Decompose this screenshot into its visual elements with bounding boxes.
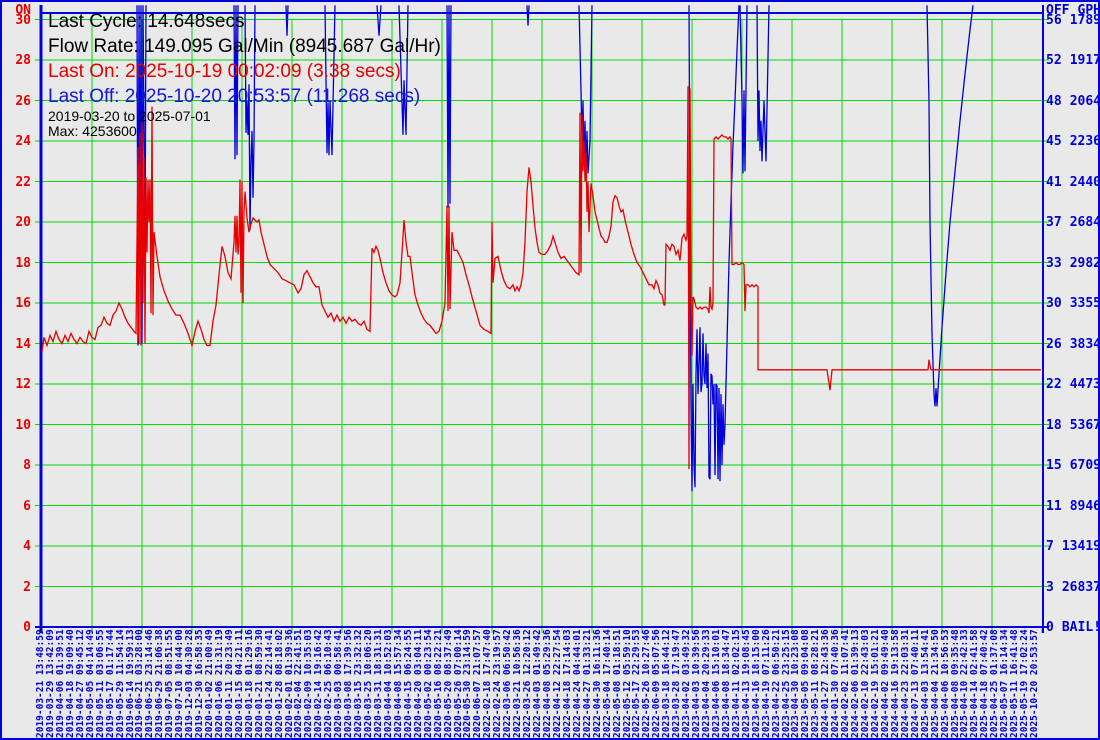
x-axis-label: 2020-05-20 08:37:49 bbox=[442, 629, 454, 738]
off-tick-label: 26 bbox=[1046, 336, 1062, 352]
x-axis-label: 2019-05-29 11:54:14 bbox=[114, 629, 126, 738]
right-axis-row: 26 3834 bbox=[1046, 336, 1100, 352]
off-tick-label: 11 bbox=[1046, 498, 1062, 514]
last-on-text: Last On: 2025-10-19 00:02:09 (3.38 secs) bbox=[48, 61, 401, 82]
x-axis-label: 2025-04-06 10:56:53 bbox=[939, 629, 951, 738]
left-axis-tick-label: 20 bbox=[15, 215, 31, 230]
right-axis-row: 37 2684 bbox=[1046, 215, 1100, 230]
left-axis-tick-label: 2 bbox=[23, 579, 31, 595]
right-axis-row: 11 8946 bbox=[1046, 498, 1100, 514]
left-axis-tick-label: 14 bbox=[15, 336, 31, 352]
gph-tick-label: 1789 bbox=[1069, 12, 1100, 28]
gph-tick-label: 8946 bbox=[1069, 498, 1100, 514]
off-series-path bbox=[398, 5, 409, 135]
off-series-path bbox=[739, 5, 748, 174]
left-axis-tick-label: 12 bbox=[15, 377, 31, 392]
left-axis-title: ON bbox=[15, 3, 31, 18]
gph-tick-label: 2440 bbox=[1069, 174, 1100, 190]
off-tick-label: 0 bbox=[1046, 620, 1054, 635]
right-axis-row: 18 5367 bbox=[1046, 417, 1100, 433]
right-axis-row: 41 2440 bbox=[1046, 174, 1100, 190]
off-series-path bbox=[233, 5, 239, 160]
on-series-path bbox=[41, 86, 1041, 470]
right-axis-row: 0 BAIL! bbox=[1046, 620, 1100, 635]
right-axis-row: 3 26837 bbox=[1046, 579, 1100, 595]
gph-tick-label: 2982 bbox=[1069, 255, 1100, 271]
right-axis-row: 52 1917 bbox=[1046, 53, 1100, 68]
off-tick-label: 52 bbox=[1046, 53, 1062, 68]
gph-tick-label: BAIL! bbox=[1061, 620, 1100, 635]
off-tick-label: 56 bbox=[1046, 12, 1062, 28]
left-axis-tick-label: 22 bbox=[15, 174, 31, 190]
off-series-path bbox=[446, 5, 452, 208]
off-tick-label: 15 bbox=[1046, 458, 1062, 473]
off-series-path bbox=[285, 5, 289, 36]
off-tick-label: 3 bbox=[1046, 579, 1054, 595]
off-tick-label: 18 bbox=[1046, 417, 1062, 433]
off-series-path bbox=[376, 5, 382, 36]
left-axis-tick-label: 26 bbox=[15, 93, 31, 109]
right-axis-row: 22 4473 bbox=[1046, 377, 1100, 392]
off-series-path bbox=[926, 5, 974, 407]
left-axis-tick-label: 18 bbox=[15, 255, 31, 271]
off-tick-label: 33 bbox=[1046, 255, 1062, 271]
gph-tick-label: 26837 bbox=[1061, 579, 1100, 595]
right-axis-gph-title: GPH bbox=[1077, 3, 1100, 18]
gph-tick-label: 4473 bbox=[1069, 377, 1100, 392]
gph-tick-label: 2064 bbox=[1069, 93, 1100, 109]
left-axis-tick-label: 16 bbox=[15, 296, 31, 311]
off-tick-label: 41 bbox=[1046, 174, 1062, 190]
x-axis-label: 2022-05-08 01:18:51 bbox=[611, 629, 623, 738]
right-axis-row: 15 6709 bbox=[1046, 458, 1100, 473]
right-axis-row: 56 1789 bbox=[1046, 12, 1100, 28]
left-axis-tick-label: 24 bbox=[15, 134, 31, 149]
right-axis-header: OFF GPH bbox=[1046, 3, 1100, 18]
off-tick-label: 30 bbox=[1046, 296, 1062, 311]
right-axis-off-title: OFF bbox=[1046, 3, 1070, 18]
off-tick-label: 37 bbox=[1046, 215, 1062, 230]
gph-tick-label: 1917 bbox=[1069, 53, 1100, 68]
left-axis-tick-label: 10 bbox=[15, 417, 31, 433]
off-tick-label: 45 bbox=[1046, 134, 1062, 149]
off-tick-label: 7 bbox=[1046, 539, 1054, 554]
right-axis-row: 30 3355 bbox=[1046, 296, 1100, 311]
date-range-text: 2019-03-20 to 2025-07-01 bbox=[48, 108, 211, 124]
x-axis-label: 2025-10-20 20:53:57 bbox=[1029, 629, 1040, 738]
off-series-path bbox=[324, 5, 336, 156]
off-series-path bbox=[526, 5, 530, 26]
gph-tick-label: 3355 bbox=[1069, 296, 1100, 311]
flow-rate-text: Flow Rate: 149.095 Gal/Min (8945.687 Gal… bbox=[48, 36, 441, 57]
max-value-text: Max: 4253600 bbox=[48, 123, 137, 139]
left-axis-tick-label: 28 bbox=[15, 53, 31, 68]
right-axis-row: 48 2064 bbox=[1046, 93, 1100, 109]
right-axis-row: 7 13419 bbox=[1046, 539, 1100, 554]
left-axis-tick-label: 0 bbox=[23, 620, 31, 635]
left-axis-tick-label: 6 bbox=[23, 498, 31, 514]
gph-tick-label: 3834 bbox=[1069, 336, 1100, 352]
gph-tick-label: 6709 bbox=[1069, 458, 1100, 473]
off-tick-label: 22 bbox=[1046, 377, 1062, 392]
off-series-path bbox=[756, 5, 770, 162]
last-cycle-text: Last Cycle: 14.648secs bbox=[48, 11, 245, 32]
gph-tick-label: 2236 bbox=[1069, 134, 1100, 149]
off-tick-label: 48 bbox=[1046, 93, 1062, 109]
right-axis-row: 45 2236 bbox=[1046, 134, 1100, 149]
left-axis-tick-label: 30 bbox=[15, 12, 31, 28]
off-series-path bbox=[578, 5, 593, 176]
gph-tick-label: 2684 bbox=[1069, 215, 1100, 230]
gph-tick-label: 5367 bbox=[1069, 417, 1100, 433]
left-axis-tick-label: 8 bbox=[23, 458, 31, 473]
right-axis-row: 33 2982 bbox=[1046, 255, 1100, 271]
gph-tick-label: 13419 bbox=[1061, 539, 1100, 554]
left-axis-tick-label: 4 bbox=[23, 539, 31, 554]
off-series-path bbox=[688, 5, 740, 492]
last-off-text: Last Off: 2025-10-20 20:53:57 (11.268 se… bbox=[48, 86, 421, 107]
